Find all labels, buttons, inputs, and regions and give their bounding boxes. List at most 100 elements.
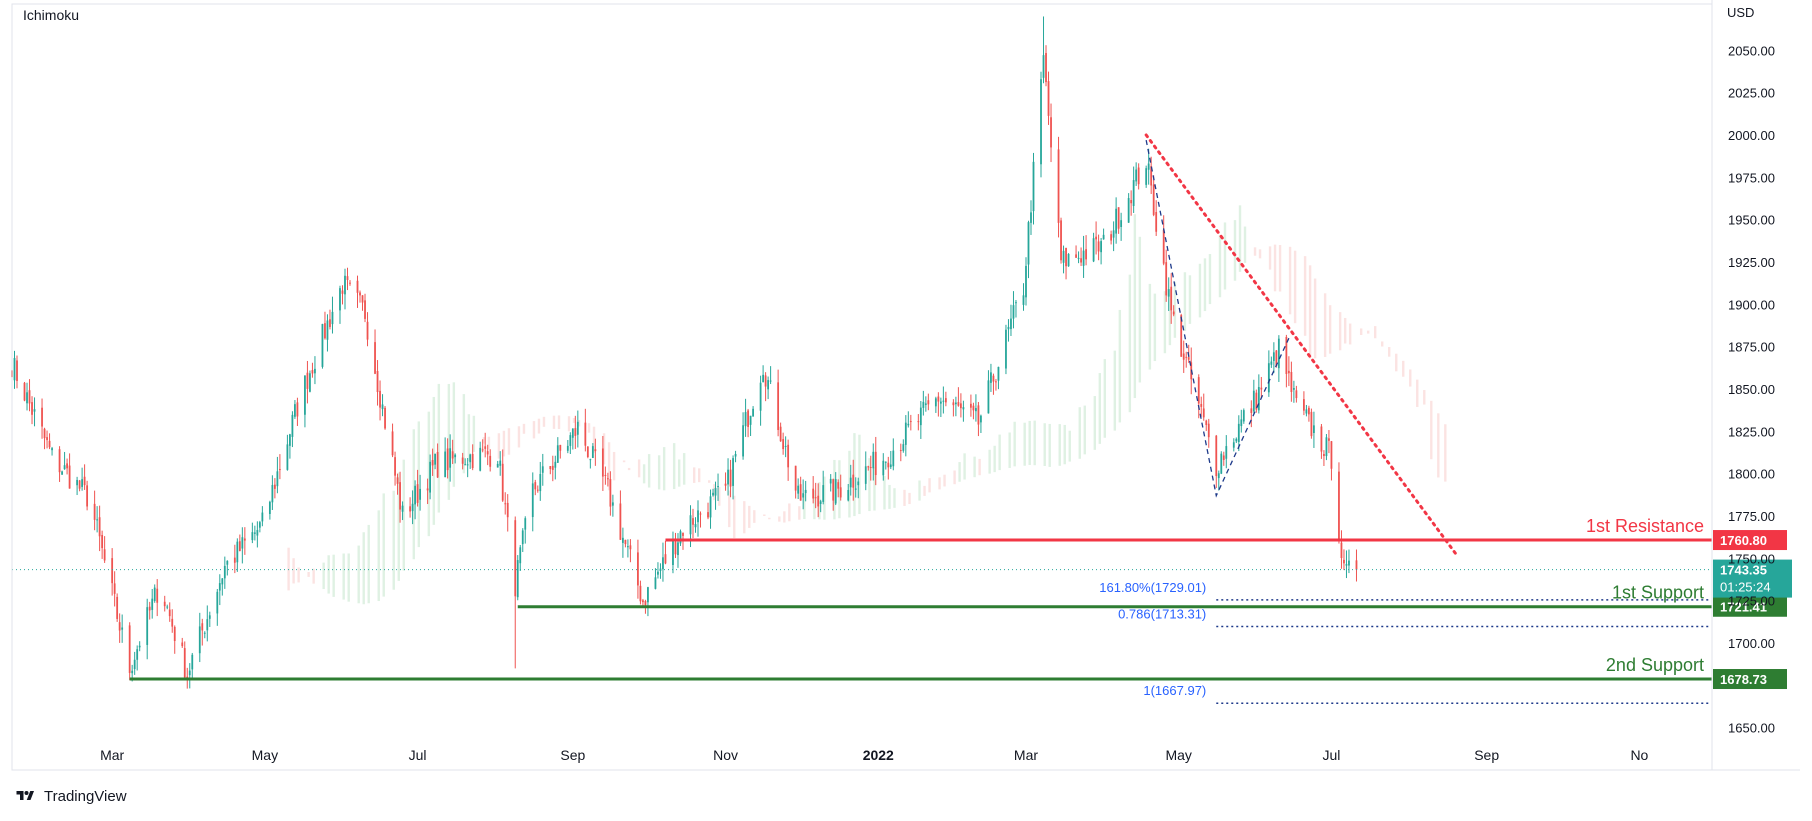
candle-body — [794, 465, 797, 491]
candle-body — [679, 531, 682, 544]
candle-body — [98, 517, 101, 537]
candle-body — [133, 659, 136, 670]
candle-body — [777, 382, 780, 431]
cloud-segment — [1444, 424, 1447, 482]
candle-body — [469, 454, 472, 463]
candle-body — [699, 513, 702, 515]
candle-body — [349, 282, 351, 284]
cloud-segment — [698, 468, 701, 483]
cloud-segment — [627, 467, 631, 471]
candle-body — [822, 485, 825, 502]
cloud-segment — [923, 485, 926, 496]
candle-body — [96, 519, 99, 521]
candle-body — [1057, 149, 1060, 223]
candle-body — [48, 440, 51, 448]
cloud-segment — [397, 472, 400, 581]
candle-body — [186, 676, 189, 678]
candle-body — [401, 505, 404, 512]
ichimoku-cloud — [287, 205, 1447, 605]
candle-body — [311, 370, 314, 374]
candle-body — [1242, 410, 1245, 422]
cloud-segment — [607, 442, 611, 491]
candle-body — [136, 649, 139, 660]
candle-body — [466, 464, 469, 466]
cloud-segment — [1374, 326, 1377, 339]
cloud-segment — [462, 394, 466, 474]
candle-body — [980, 415, 982, 423]
candle-body — [208, 615, 211, 619]
candle-body — [1112, 230, 1115, 238]
cloud-segment — [572, 418, 576, 423]
support-2-price-tag — [1713, 669, 1787, 690]
candle-body — [268, 501, 271, 514]
candle-body — [1097, 241, 1100, 252]
candle-body — [674, 541, 677, 555]
candle-body — [63, 465, 66, 470]
cloud-segment — [402, 459, 405, 571]
candle-body — [1155, 212, 1158, 232]
candle-body — [1275, 350, 1278, 367]
cloud-segment — [287, 547, 290, 591]
resistance-price-tag — [1713, 530, 1787, 551]
candle-body — [416, 484, 419, 503]
candle-body — [762, 374, 765, 383]
candle-body — [1165, 262, 1168, 296]
candle-body — [138, 645, 141, 648]
cloud-segment — [1343, 317, 1347, 344]
support-1-price-tag — [1713, 596, 1787, 617]
candle-body — [987, 380, 990, 414]
cloud-segment — [1293, 250, 1297, 324]
candle-body — [569, 435, 572, 446]
cloud-segment — [427, 411, 431, 537]
candle-body — [51, 448, 53, 451]
x-tick-label: No — [1630, 747, 1648, 763]
cloud-segment — [487, 436, 491, 450]
candle-body — [1320, 426, 1323, 452]
cloud-segment — [497, 433, 501, 459]
tradingview-brand[interactable]: TradingView — [12, 786, 127, 806]
candle-body — [647, 587, 649, 603]
x-tick-label: Nov — [713, 747, 738, 763]
candle-body — [884, 461, 887, 463]
candle-body — [867, 466, 870, 468]
candle-body — [677, 542, 679, 556]
candle-body — [1117, 207, 1120, 229]
candle-body — [1120, 220, 1123, 227]
cloud-segment — [718, 487, 721, 506]
cloud-segment — [1008, 432, 1011, 468]
candle-body — [694, 524, 697, 528]
candle-body — [899, 450, 902, 452]
candle-body — [541, 466, 544, 473]
candle-body — [181, 642, 184, 647]
candle-body — [1310, 411, 1313, 437]
candle-body — [201, 623, 204, 631]
cloud-segment — [818, 482, 821, 520]
candle-body — [496, 463, 499, 468]
candle-body — [566, 445, 569, 451]
candle-body — [692, 518, 694, 525]
candle-body — [904, 422, 907, 445]
cloud-segment — [713, 484, 716, 501]
candle-body — [1067, 253, 1070, 267]
y-tick-label: 1950.00 — [1728, 213, 1775, 228]
candle-body — [819, 501, 822, 504]
cloud-segment — [958, 462, 961, 482]
candle-body — [909, 421, 912, 423]
cloud-segment — [1278, 245, 1282, 292]
cloud-segment — [312, 568, 315, 584]
cloud-segment — [1395, 353, 1398, 372]
candle-body — [366, 321, 369, 340]
candle-body — [514, 520, 517, 597]
candle-body — [1050, 117, 1052, 148]
last-price-tag — [1713, 559, 1792, 598]
candle-body — [451, 451, 454, 459]
fib-label: 1(1667.97) — [1143, 683, 1206, 698]
cloud-segment — [1153, 293, 1157, 362]
candle-body — [1085, 249, 1087, 260]
candle-body — [729, 469, 732, 487]
candle-body — [995, 381, 997, 383]
candle-body — [1255, 392, 1258, 410]
cloud-segment — [347, 553, 350, 602]
